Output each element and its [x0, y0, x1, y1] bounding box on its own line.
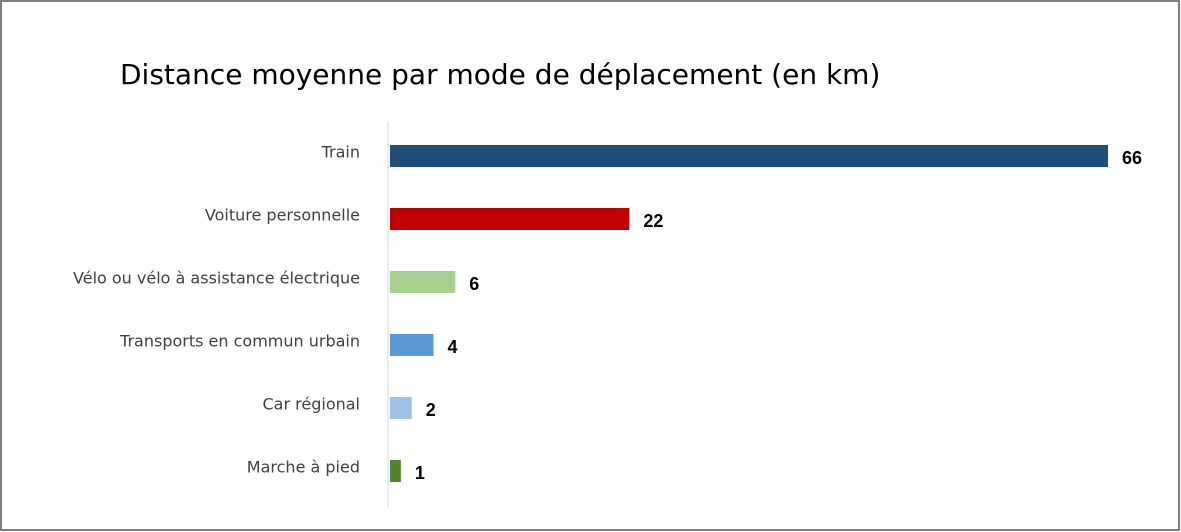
bar — [390, 145, 1108, 167]
category-label: Vélo ou vélo à assistance électrique — [73, 269, 360, 288]
category-label: Car régional — [263, 395, 361, 414]
bar — [390, 397, 412, 419]
value-label: 66 — [1122, 148, 1142, 168]
category-label: Train — [321, 143, 360, 162]
category-label: Transports en commun urbain — [119, 332, 360, 351]
bar — [390, 208, 630, 230]
bar — [390, 271, 456, 293]
value-label: 1 — [415, 463, 425, 483]
category-label: Marche à pied — [247, 458, 360, 477]
value-label: 6 — [469, 274, 479, 294]
value-label: 22 — [643, 211, 663, 231]
chart-title: Distance moyenne par mode de déplacement… — [120, 58, 880, 91]
value-label: 2 — [426, 400, 436, 420]
bar — [390, 334, 434, 356]
bar — [390, 460, 401, 482]
value-label: 4 — [448, 337, 458, 357]
category-label: Voiture personnelle — [205, 206, 360, 225]
